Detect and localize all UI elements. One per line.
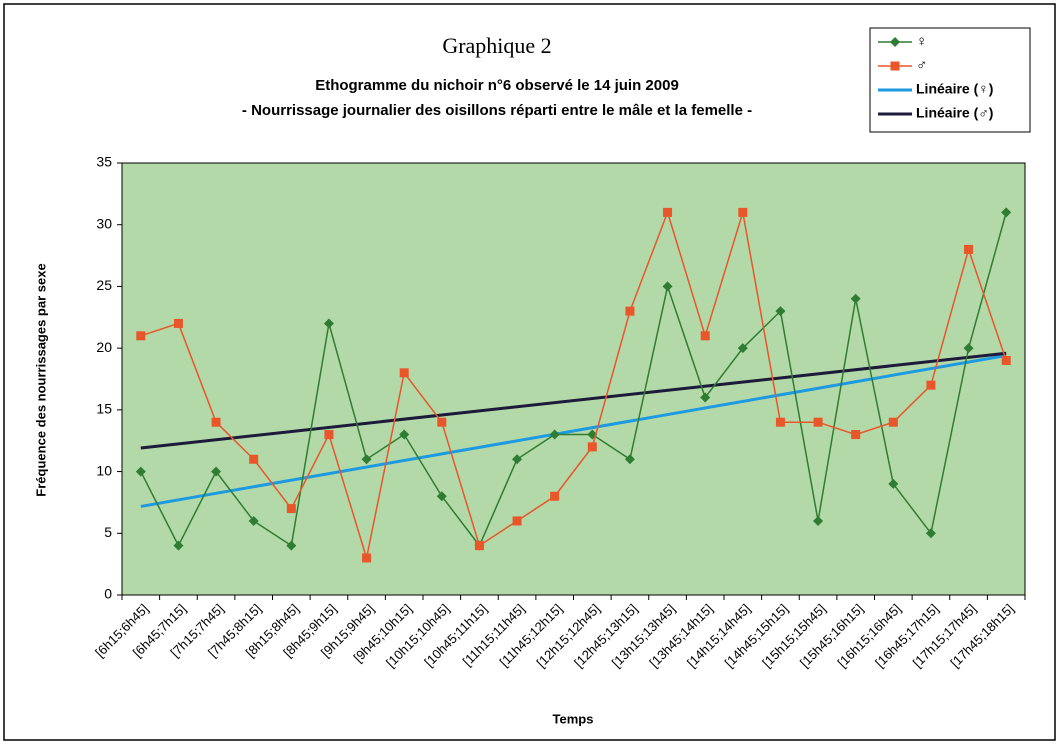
point — [399, 429, 410, 440]
point — [362, 553, 372, 563]
point — [1001, 207, 1012, 218]
point — [663, 207, 673, 217]
point — [323, 318, 334, 329]
series-line — [140, 212, 1007, 548]
point — [1001, 355, 1011, 365]
y-tick-label: 5 — [104, 524, 112, 540]
point — [550, 491, 560, 501]
y-tick-label: 20 — [96, 339, 112, 355]
point — [173, 540, 184, 551]
series-line — [140, 210, 1007, 559]
point — [625, 306, 635, 316]
point — [925, 528, 936, 539]
legend-label: ♀ — [916, 33, 927, 50]
point — [173, 318, 183, 328]
point — [549, 429, 560, 440]
chart-subtitle: Ethogramme du nichoir n°6 observé le 14 … — [315, 77, 679, 94]
point — [474, 541, 484, 551]
y-tick-label: 10 — [96, 462, 112, 478]
point — [890, 37, 900, 47]
point — [437, 417, 447, 427]
point — [888, 417, 898, 427]
point — [926, 380, 936, 390]
legend-label: ♂ — [916, 57, 927, 74]
trend-line — [140, 351, 1007, 450]
point — [249, 454, 259, 464]
trend-line — [140, 353, 1007, 508]
point — [890, 61, 900, 71]
point — [700, 392, 711, 403]
y-tick-label: 0 — [104, 586, 112, 602]
point — [136, 331, 146, 341]
point — [624, 454, 635, 465]
point — [850, 293, 861, 304]
point — [587, 442, 597, 452]
point — [248, 515, 259, 526]
point — [512, 454, 523, 465]
point — [211, 466, 222, 477]
point — [737, 343, 748, 354]
point — [286, 540, 297, 551]
point — [399, 368, 409, 378]
point — [700, 331, 710, 341]
point — [775, 417, 785, 427]
legend-label: Linéaire (♀) — [916, 81, 993, 97]
point — [211, 417, 221, 427]
point — [888, 478, 899, 489]
point — [963, 343, 974, 354]
x-axis-label: Temps — [553, 711, 594, 726]
point — [324, 430, 334, 440]
point — [775, 306, 786, 317]
point — [738, 207, 748, 217]
chart-subtitle: - Nourrissage journalier des oisillons r… — [242, 102, 752, 119]
plot-area — [121, 162, 1026, 596]
y-tick-label: 35 — [96, 154, 112, 170]
point — [813, 515, 824, 526]
legend-label: Linéaire (♂) — [916, 105, 993, 121]
point — [662, 281, 673, 292]
y-tick-label: 30 — [96, 215, 112, 231]
point — [964, 244, 974, 254]
point — [361, 454, 372, 465]
chart-title: Graphique 2 — [442, 33, 551, 58]
y-tick-label: 25 — [96, 277, 112, 293]
y-tick-label: 15 — [96, 401, 112, 417]
point — [436, 491, 447, 502]
point — [813, 417, 823, 427]
point — [135, 466, 146, 477]
point — [286, 504, 296, 514]
point — [512, 516, 522, 526]
point — [851, 430, 861, 440]
y-axis-label: Fréquence des nourrissages par sexe — [33, 263, 48, 496]
